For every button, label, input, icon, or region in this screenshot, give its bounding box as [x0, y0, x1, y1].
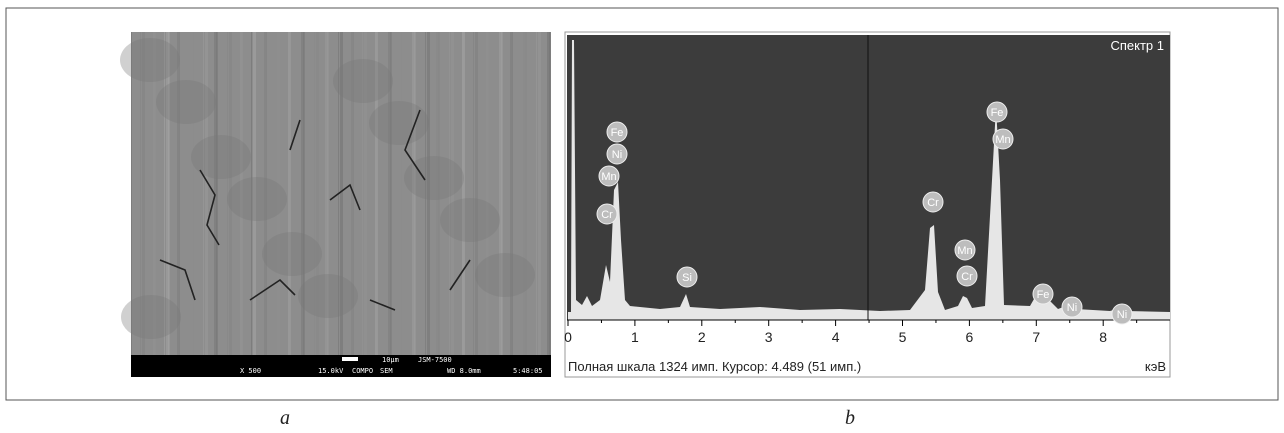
grain	[262, 232, 322, 276]
peak-label: Ni	[612, 149, 622, 161]
streak	[486, 32, 488, 355]
streak	[462, 32, 464, 355]
mode: COMPO	[352, 367, 373, 375]
tick-label: 2	[698, 329, 706, 345]
peak-label: Mn	[995, 134, 1010, 146]
detector: SEM	[380, 367, 393, 375]
page: 10μm JSM-7500 X 500 15.0kV COMPO SEM WD …	[0, 0, 1284, 433]
streak	[512, 32, 513, 355]
tick-label: 3	[765, 329, 773, 345]
peak-label: Mn	[601, 171, 616, 183]
tick-label: 5	[899, 329, 907, 345]
streak	[401, 32, 402, 355]
peak-label: Ni	[1067, 302, 1077, 314]
streak	[547, 32, 550, 355]
magnification: X 500	[240, 367, 261, 375]
streak	[399, 32, 401, 355]
scale-bar	[342, 357, 358, 361]
grain	[298, 274, 358, 318]
working-distance: WD 8.0mm	[447, 367, 481, 375]
sem-image: 10μm JSM-7500 X 500 15.0kV COMPO SEM WD …	[120, 32, 551, 377]
tick-label: 4	[832, 329, 840, 345]
unit-label: кэВ	[1145, 359, 1166, 374]
peak-label: Ni	[1117, 309, 1127, 321]
voltage: 15.0kV	[318, 367, 344, 375]
streak	[203, 32, 204, 355]
streak	[523, 32, 526, 355]
figure: 10μm JSM-7500 X 500 15.0kV COMPO SEM WD …	[0, 0, 1284, 433]
spectrum-title: Спектр 1	[1110, 38, 1164, 53]
tick-label: 1	[631, 329, 639, 345]
eds-spectrum: Спектр 1 0 1 2 3 4 5 6 7 8 Fe Ni Mn Cr Si Cr Mn Cr Fe Mn F…	[564, 32, 1170, 377]
tick-label: 8	[1099, 329, 1107, 345]
scale-label: 10μm	[382, 356, 399, 364]
tick-label: 0	[564, 329, 572, 345]
streak	[205, 32, 208, 355]
streak	[510, 32, 512, 355]
peak-label: Fe	[1037, 289, 1050, 301]
peak-label: Cr	[927, 197, 939, 209]
streak	[464, 32, 465, 355]
streak	[288, 32, 290, 355]
grain	[191, 135, 251, 179]
tick-label: 7	[1032, 329, 1040, 345]
time: 5:48:05	[513, 367, 543, 375]
streak	[227, 32, 228, 355]
streak	[488, 32, 489, 355]
grain	[121, 295, 181, 339]
status-text: Полная шкала 1324 имп. Курсор: 4.489 (51…	[568, 359, 861, 374]
peak-label: Cr	[601, 209, 613, 221]
streak	[475, 32, 478, 355]
streak	[179, 32, 180, 355]
instrument: JSM-7500	[418, 356, 452, 364]
tick-label: 6	[966, 329, 974, 345]
streak	[499, 32, 502, 355]
grain	[227, 177, 287, 221]
grain	[156, 80, 216, 124]
peak-label: Fe	[991, 107, 1004, 119]
grain	[120, 38, 180, 82]
peak-label: Si	[682, 272, 692, 284]
grain	[333, 59, 393, 103]
grain	[475, 253, 535, 297]
peak-label: Fe	[611, 127, 624, 139]
grain	[369, 101, 429, 145]
streak	[290, 32, 291, 355]
caption-b: b	[845, 407, 855, 429]
streak	[473, 32, 474, 355]
streak	[536, 32, 537, 355]
streak	[538, 32, 541, 355]
peak-label: Cr	[961, 271, 973, 283]
peak-label: Mn	[957, 245, 972, 257]
grain	[440, 198, 500, 242]
caption-a: a	[280, 407, 290, 429]
